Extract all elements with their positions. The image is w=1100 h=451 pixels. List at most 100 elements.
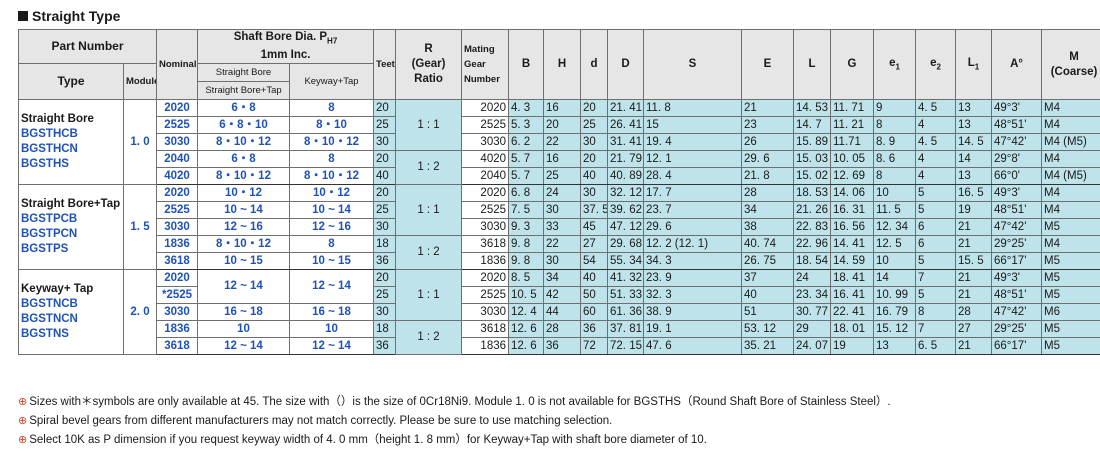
dim-l-value: 21. 26 (793, 201, 832, 220)
nominal-value: 3030 (156, 218, 198, 237)
header-M: M (Coarse) (1041, 28, 1100, 101)
type-description: Straight Bore BGSTHCB BGSTHCN BGSTHS (18, 99, 124, 186)
dim-a-value: 48°51' (991, 116, 1043, 135)
keyway-tap-value: 10 ~ 15 (288, 252, 375, 271)
dim-l1-value: 21 (955, 337, 993, 356)
dim-h-value: 42 (543, 286, 582, 305)
dim-h-value: 16 (543, 150, 582, 169)
dim-l1-value: 28 (955, 303, 993, 322)
dim-d-value: 55. 34 (607, 252, 645, 271)
dim-b-value: 5. 7 (508, 167, 545, 186)
header-M-letter: M (1069, 50, 1079, 63)
dim-g-value: 19 (830, 337, 875, 356)
dim-a-value: 29°25' (991, 320, 1043, 339)
dim-m-value: M4 (M5) (1041, 133, 1100, 152)
note-text: Sizes with＊symbols are only available at… (29, 396, 891, 408)
dim-g-value: 16. 31 (830, 201, 875, 220)
part-code: BGSTNS (21, 328, 69, 341)
note-text: Select 10K as P dimension if you request… (29, 434, 707, 446)
mating-gear-value: 2020 (461, 269, 510, 288)
header-keyway-tap: Keyway+Tap (288, 63, 375, 101)
dim-d-value: 20 (580, 99, 609, 118)
teeth-value: 18 (373, 320, 397, 339)
header-r: R (424, 43, 433, 56)
header-B: B (508, 28, 545, 101)
table-row: Straight Bore BGSTHCB BGSTHCN BGSTHS 1. 0 202… (18, 99, 1100, 186)
note-mark-icon: ⊕ (18, 434, 28, 446)
teeth-value: 40 (373, 167, 397, 186)
dim-l1-value: 14. 5 (955, 133, 993, 152)
header-e1-letter: e (889, 56, 896, 69)
dim-d-value: 29. 68 (607, 235, 645, 254)
table-row: 3030 12 ~ 16 12 ~ 16 30 3030 9. 3 33 45 47. 12 29… (19, 218, 1100, 237)
dim-m-value: M6 (1041, 303, 1100, 322)
dim-a-value: 66°17' (991, 337, 1043, 356)
header-e1-sub: 1 (895, 61, 900, 71)
keyway-tap-value: 10・12 (288, 184, 375, 203)
straight-bore-value: 8・10・12 (197, 133, 290, 152)
dim-e-value: 38 (741, 218, 795, 237)
header-S: S (643, 28, 743, 101)
dim-s-value: 12. 2 (12. 1) (643, 235, 743, 254)
dim-b-value: 9. 3 (508, 218, 545, 237)
keyway-tap-value: 8 (288, 99, 375, 118)
dim-l1-value: 13 (955, 167, 993, 186)
dim-a-value: 49°3' (991, 184, 1043, 203)
dim-g-value: 14. 59 (830, 252, 875, 271)
dim-a-value: 47°42' (991, 218, 1043, 237)
dim-e1-value: 13 (873, 337, 917, 356)
mating-gear-value: 2020 (461, 99, 510, 118)
part-code: BGSTPCB (21, 213, 78, 226)
module-value: 1. 5 (123, 184, 157, 271)
table-row: 3618 10 ~ 15 10 ~ 15 36 1836 9. 8 30 54 55. 34 34… (19, 252, 1100, 271)
dim-s-value: 47. 6 (643, 337, 743, 356)
table-row: *2525 25 2525 10. 5 42 50 51. 33 32. 3 40 23. 34 1… (19, 286, 1100, 305)
keyway-tap-value: 12 ~ 14 (288, 269, 375, 305)
header-d: d (580, 28, 609, 101)
dim-a-value: 29°25' (991, 235, 1043, 254)
dim-e1-value: 10 (873, 252, 917, 271)
type-description: Straight Bore+Tap BGSTPCB BGSTPCN BGSTPS (18, 184, 124, 271)
dim-e-value: 28 (741, 184, 795, 203)
dim-a-value: 47°42' (991, 303, 1043, 322)
dim-d-value: 30 (580, 184, 609, 203)
mating-gear-value: 2020 (461, 184, 510, 203)
dim-l-value: 22. 96 (793, 235, 832, 254)
dim-g-value: 14. 41 (830, 235, 875, 254)
dim-h-value: 22 (543, 133, 582, 152)
part-code: BGSTPS (21, 243, 69, 256)
type-name: Straight Bore+Tap (21, 198, 121, 211)
gear-ratio-value: 1 : 2 (395, 150, 463, 186)
note-item: ⊕ Spiral bevel gears from different manuf… (18, 412, 891, 431)
spec-table: Part Number Nominal Shaft Bore Dia. PH7 1… (18, 28, 1100, 356)
dim-l-value: 18. 53 (793, 184, 832, 203)
nominal-value: 3618 (156, 337, 198, 356)
dim-g-value: 16. 41 (830, 286, 875, 305)
dim-d-value: 32. 12 (607, 184, 645, 203)
dim-e1-value: 8 (873, 116, 917, 135)
keyway-tap-value: 8・10・12 (288, 133, 375, 152)
dim-e2-value: 6 (915, 235, 957, 254)
dim-l-value: 14. 7 (793, 116, 832, 135)
header-gear-word: Gear (415, 58, 442, 71)
mating-gear-value: 1836 (461, 252, 510, 271)
header-e2-sub: 2 (936, 61, 941, 71)
dim-e1-value: 12. 34 (873, 218, 917, 237)
gear-ratio-value: 1 : 1 (395, 99, 463, 152)
dim-e-value: 37 (741, 269, 795, 288)
dim-e2-value: 5 (915, 184, 957, 203)
dim-g-value: 14. 06 (830, 184, 875, 203)
header-H: H (543, 28, 582, 101)
dim-g-value: 16. 56 (830, 218, 875, 237)
nominal-value: 1836 (156, 235, 198, 254)
straight-bore-value: 16 ~ 18 (197, 303, 290, 322)
nominal-value: 3030 (156, 303, 198, 322)
dim-m-value: M4 (1041, 235, 1100, 254)
nominal-value: 2020 (156, 269, 198, 288)
dim-a-value: 66°17' (991, 252, 1043, 271)
dim-m-value: M4 (1041, 116, 1100, 135)
dim-e1-value: 8. 6 (873, 150, 917, 169)
dim-l-value: 24. 07 (793, 337, 832, 356)
dim-s-value: 38. 9 (643, 303, 743, 322)
type-description: Keyway+ Tap BGSTNCB BGSTNCN BGSTNS (18, 269, 124, 356)
